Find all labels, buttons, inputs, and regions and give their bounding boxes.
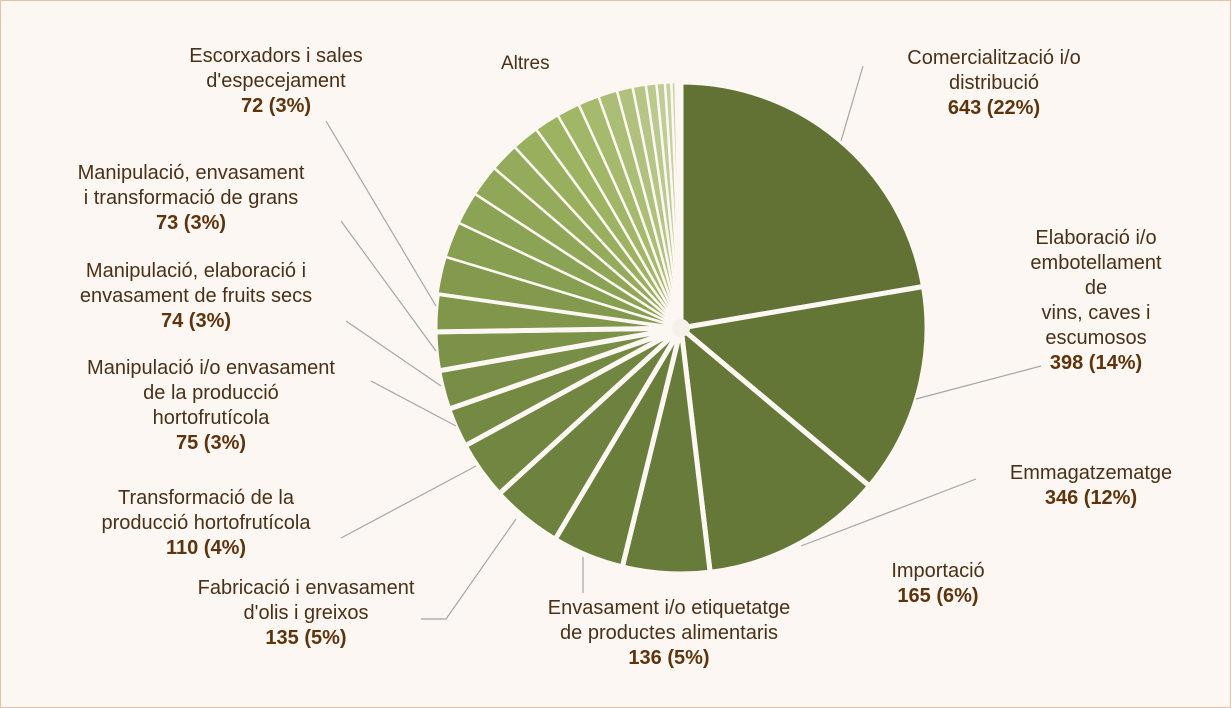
category-label: Envasament i/o etiquetatge de productes … [547,597,791,644]
annotation: Altres [501,53,550,74]
pie-slice [678,79,926,331]
value-label: 135 (5%) [265,627,347,649]
slice-label: Envasament i/o etiquetatge de productes … [548,596,790,671]
value-label: 643 (22%) [947,97,1041,119]
value-label: 136 (5%) [628,647,710,669]
slice-label: Escorxadors i sales d'especejament 72 (3%… [189,44,362,119]
value-label: 75 (3%) [175,432,247,454]
category-label: Manipulació, elaboració i envasament de … [79,260,313,307]
pie-center [672,319,690,337]
value-label: 110 (4%) [165,537,247,559]
category-label: Transformació de la producció hortofrutí… [101,487,311,534]
slice-label: Comercialització i/o distribució 643 (22%… [907,46,1080,121]
slice-label: Manipulació i/o envasament de la producc… [87,356,335,456]
leader-line [345,320,442,387]
leader-line [840,65,864,142]
leader-line [340,220,437,352]
category-label: Comercialització i/o distribució [907,47,1081,94]
leader-line [325,120,437,307]
value-label: 398 (14%) [1049,352,1143,374]
value-label: 72 (3%) [240,95,312,117]
category-label: Fabricació i envasament d'olis i greixos [197,577,415,624]
slice-label: Elaboració i/o embotellament de vins, ca… [1029,226,1163,376]
leader-line [915,365,1042,400]
category-label: Elaboració i/o embotellament de vins, ca… [1030,227,1162,349]
value-label: 346 (12%) [1044,487,1138,509]
pie-slice [678,284,930,489]
category-label: Manipulació, envasament i transformació … [77,162,305,209]
slice-label: Manipulació, envasament i transformació … [78,161,305,236]
leader-line [421,518,517,620]
leader-line [370,380,457,427]
pie-slice [678,325,872,575]
slice-label: Manipulació, elaboració i envasament de … [80,259,312,334]
value-label: 73 (3%) [155,212,227,234]
category-label: Importació [891,560,985,582]
value-label: 74 (3%) [160,310,232,332]
slice-label: Importació 165 (6%) [891,559,984,609]
leader-line [800,478,977,547]
pie-slice [678,80,683,330]
slice-label: Fabricació i envasament d'olis i greixos… [198,576,415,651]
slice-label: Emmagatzematge 346 (12%) [1010,461,1172,511]
slice-label: Transformació de la producció hortofrutí… [101,486,310,561]
category-label: Escorxadors i sales d'especejament [189,45,363,92]
category-label: Emmagatzematge [1009,462,1173,484]
leader-line [340,465,477,539]
category-label: Manipulació i/o envasament de la producc… [87,357,335,429]
value-label: 165 (6%) [897,585,979,607]
